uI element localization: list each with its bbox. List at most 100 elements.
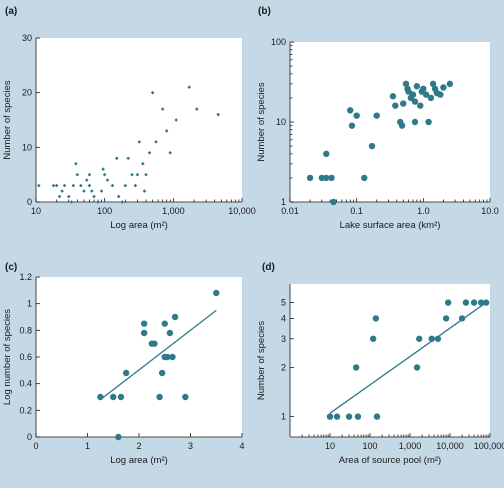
data-point [352, 364, 360, 371]
data-point [164, 353, 171, 361]
y-tick-label: 1 [281, 412, 286, 422]
data-point [140, 320, 148, 327]
data-point [62, 183, 67, 188]
data-point [428, 335, 435, 342]
data-point [74, 161, 78, 166]
fit-line [329, 302, 487, 414]
data-point [82, 189, 86, 193]
data-point [85, 178, 89, 182]
data-point [79, 183, 83, 188]
data-point [427, 94, 435, 102]
data-point [440, 84, 447, 91]
plot-area [36, 38, 242, 202]
x-tick-label: 100 [362, 441, 377, 451]
fit-line [99, 309, 217, 401]
data-point [71, 183, 76, 188]
data-point [133, 183, 138, 188]
data-point [328, 174, 335, 182]
data-point [150, 90, 155, 95]
data-point [345, 413, 353, 420]
x-tick-label: 1.0 [417, 206, 430, 216]
data-point [161, 320, 168, 327]
x-axis-title: Lake surface area (km²) [340, 220, 441, 231]
data-point [92, 194, 96, 199]
data-point [402, 80, 410, 88]
data-point [323, 174, 330, 182]
data-point [429, 80, 437, 88]
x-tick-label: 10 [31, 206, 41, 216]
data-point [120, 200, 124, 204]
data-point [413, 83, 421, 90]
y-tick-label: 10 [276, 117, 286, 127]
data-point [75, 172, 80, 177]
y-tick-label: 1.2 [19, 272, 32, 282]
data-point [105, 178, 110, 182]
data-point [354, 413, 362, 420]
data-point [409, 91, 417, 98]
data-point [130, 172, 134, 177]
data-point [54, 183, 59, 188]
data-point [348, 122, 356, 129]
x-tick-label: 10,000 [228, 206, 256, 216]
data-point [434, 335, 442, 342]
data-point [57, 194, 62, 199]
y-tick-label: 0 [27, 432, 32, 442]
y-tick-label: 30 [22, 33, 32, 43]
data-point [326, 413, 334, 420]
data-point [437, 91, 444, 98]
data-point [372, 315, 380, 322]
data-point [323, 150, 330, 158]
x-tick-label: 0.01 [281, 206, 299, 216]
x-tick-label: 10,000 [436, 441, 464, 451]
data-point [417, 102, 424, 109]
data-point [97, 393, 104, 401]
x-tick-label: 10 [325, 441, 335, 451]
data-point [117, 393, 125, 401]
data-point [187, 85, 191, 89]
data-point [389, 93, 397, 100]
data-point [353, 112, 360, 119]
x-tick-label: 1,000 [399, 441, 422, 451]
y-tick-label: 0.4 [19, 379, 32, 389]
data-point [87, 172, 92, 177]
y-tick-label: 100 [271, 37, 286, 47]
x-tick-label: 10.0 [481, 206, 499, 216]
data-point [477, 299, 485, 306]
data-point [368, 142, 376, 150]
data-point [154, 140, 158, 144]
data-point [137, 140, 142, 144]
data-point [90, 189, 94, 193]
data-point [115, 433, 122, 441]
data-point [156, 393, 163, 401]
y-tick-label: 4 [281, 313, 286, 323]
data-point [422, 91, 430, 98]
data-point [174, 118, 178, 122]
data-point [135, 172, 140, 177]
data-point [151, 340, 158, 347]
y-tick-label: 10 [22, 142, 32, 152]
data-point [182, 393, 189, 401]
y-axis-title: Number of species [2, 80, 13, 159]
data-point [446, 80, 454, 88]
panel-label: (a) [5, 6, 17, 17]
x-tick-label: 100 [97, 206, 112, 216]
data-point [37, 183, 41, 188]
x-tick-label: 4 [239, 441, 244, 451]
data-point [333, 413, 341, 420]
data-point [101, 167, 105, 171]
x-tick-label: 0 [33, 441, 38, 451]
panel-b: (b) 0.01 0.1 1.0 10.0 1 10 100 Lake surface area… [256, 6, 499, 231]
data-point [164, 129, 169, 133]
data-point [411, 98, 419, 105]
data-point [142, 189, 147, 193]
data-point [482, 299, 490, 306]
data-point [318, 174, 326, 182]
x-tick-label: 2 [136, 441, 141, 451]
y-tick-label: 5 [281, 298, 286, 308]
data-point [347, 107, 354, 114]
data-point [116, 194, 121, 199]
data-point [147, 151, 152, 155]
data-point [413, 364, 421, 371]
